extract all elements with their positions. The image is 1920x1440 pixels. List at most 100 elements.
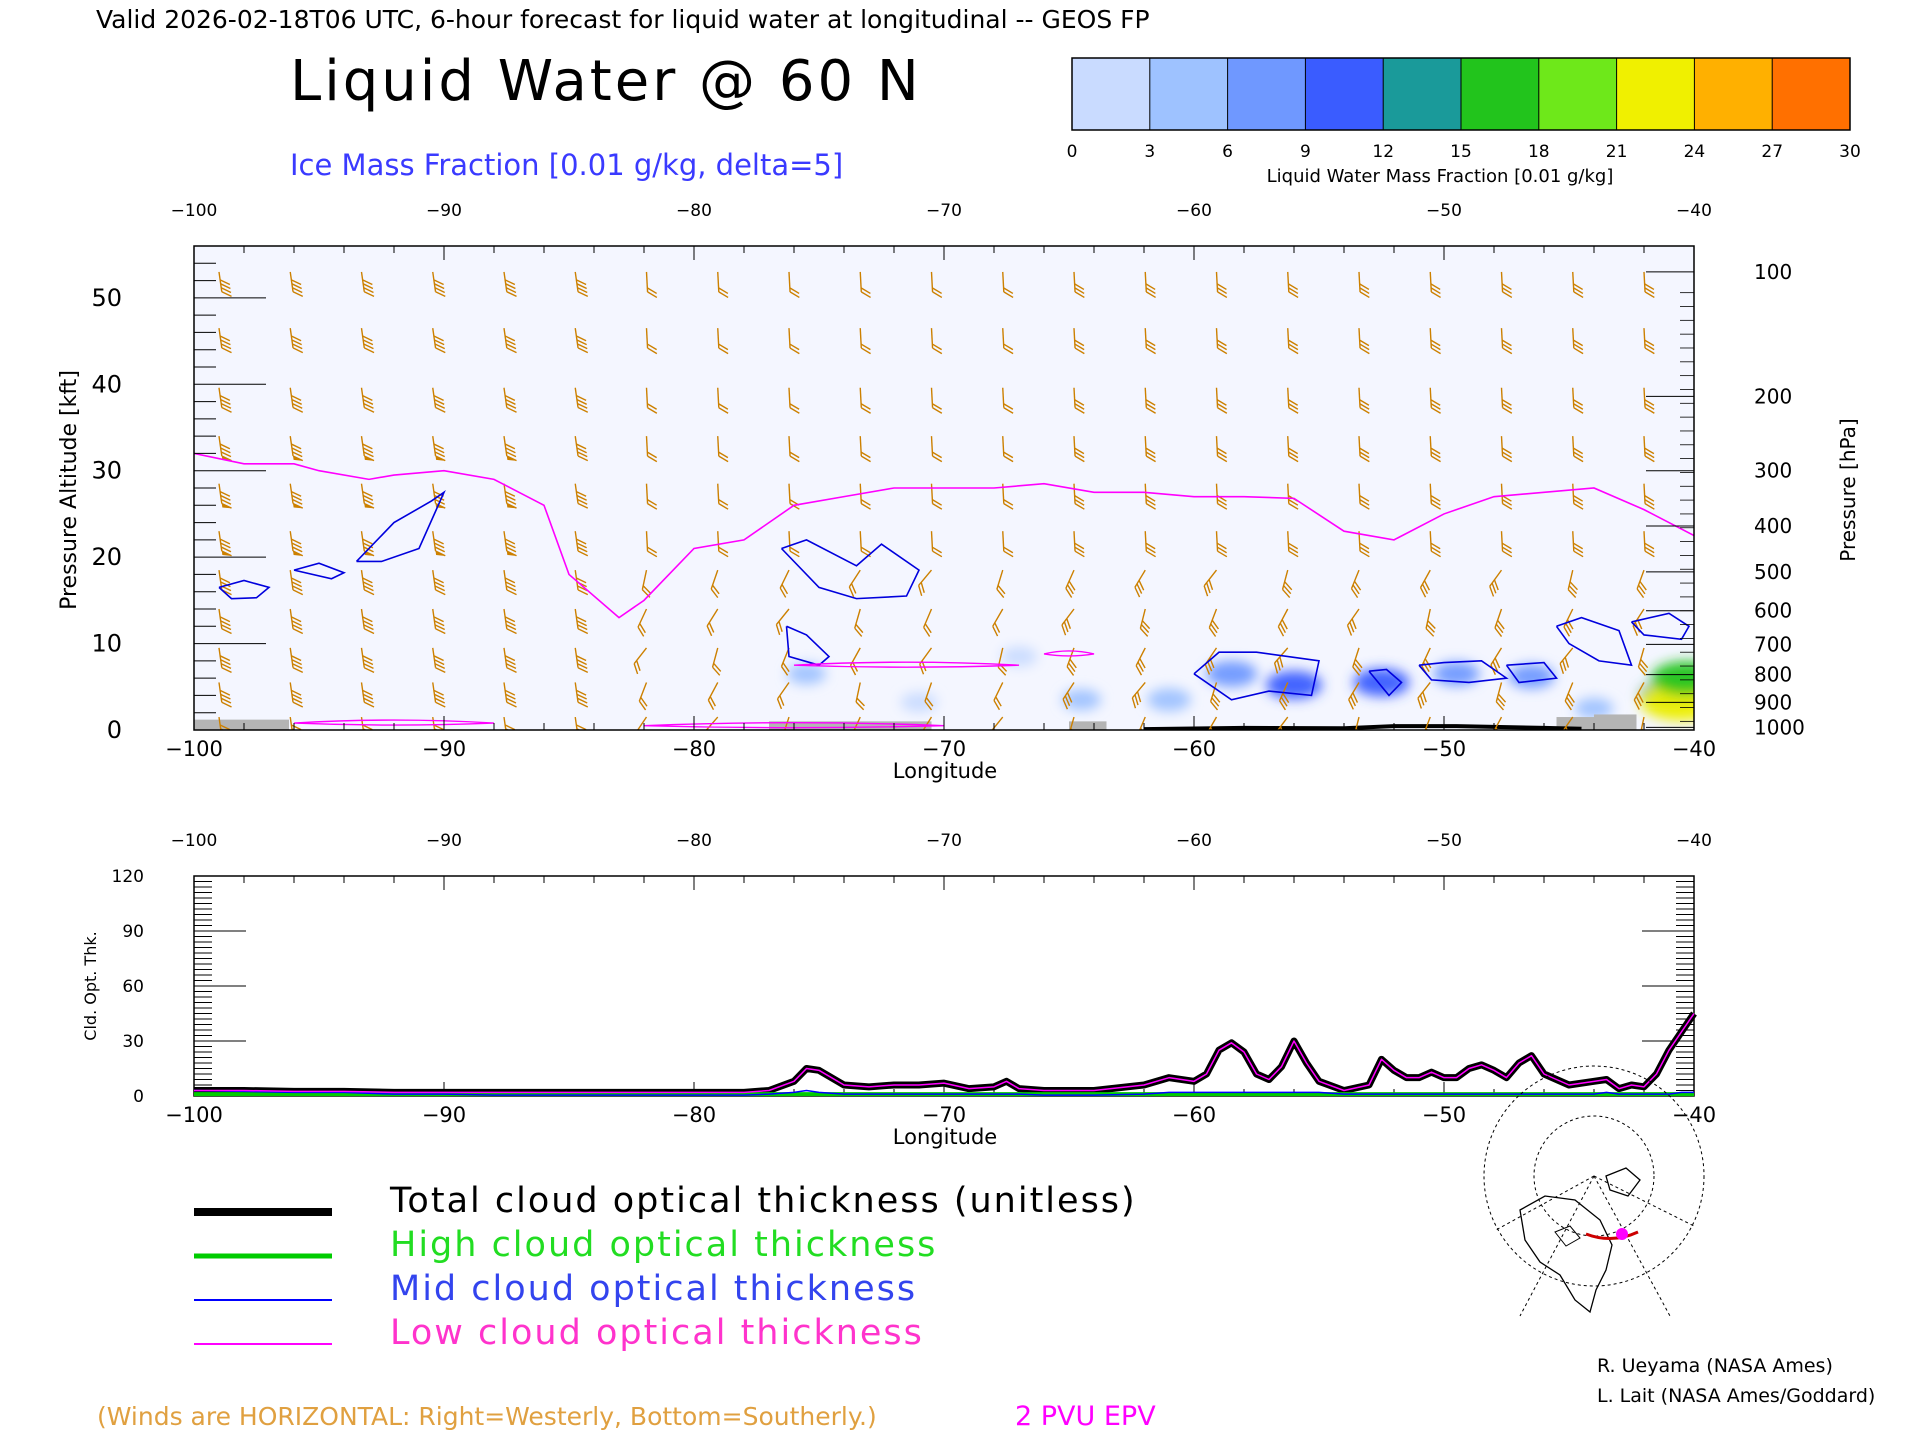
wind-barb-flag <box>435 701 446 708</box>
wind-barb <box>1358 387 1370 414</box>
wind-barb-flag <box>506 502 517 509</box>
wind-barb <box>1429 436 1441 463</box>
wind-barb-flag <box>292 406 304 413</box>
wind-barb-flag <box>1066 618 1072 630</box>
wind-barb-pennant <box>435 455 445 461</box>
wind-barb-flag <box>1353 736 1363 744</box>
wind-barb <box>360 436 375 462</box>
wind-barb <box>645 531 658 558</box>
wind-barb-flag <box>782 662 790 673</box>
liquid-water-patch <box>1147 688 1191 712</box>
x-tick-label-top: −50 <box>1426 831 1462 851</box>
wind-barb-flag <box>221 406 232 413</box>
x-tick-label-top: −70 <box>926 201 962 221</box>
wind-barb-flag <box>1352 666 1361 676</box>
wind-barb-flag <box>433 724 444 730</box>
wind-barb-flag <box>632 734 643 744</box>
pressure-tick-label: 200 <box>1754 384 1792 408</box>
wind-barb <box>930 328 943 355</box>
wind-barb-flag <box>292 701 304 708</box>
wind-barb-flag <box>1423 580 1431 591</box>
wind-barb-flag <box>1426 624 1435 633</box>
wind-barb <box>574 387 589 413</box>
wind-barb-flag <box>1573 291 1584 299</box>
wind-barb-flag <box>434 287 446 294</box>
wind-barb-flag <box>718 403 729 410</box>
wind-barb-flag <box>1573 455 1584 463</box>
wind-barb-flag <box>577 347 589 354</box>
wind-barb-flag <box>713 662 722 672</box>
wind-barb-flag <box>577 701 589 708</box>
wind-barb-flag <box>1430 550 1441 558</box>
wind-barb <box>360 483 375 509</box>
wind-barb-flag <box>506 347 517 354</box>
wind-barb-flag <box>292 343 303 350</box>
wind-barb-flag <box>789 407 800 414</box>
wind-barb-flag <box>219 655 231 662</box>
ice-contour <box>355 490 446 563</box>
wind-barb-flag <box>1139 627 1149 637</box>
wind-barb <box>855 682 865 711</box>
wind-barb-flag <box>576 620 587 627</box>
wind-barb-flag <box>221 701 232 708</box>
wind-barb <box>289 647 304 674</box>
wind-barb <box>360 608 375 635</box>
wind-barb <box>289 608 304 635</box>
wind-barb-flag <box>362 655 373 662</box>
wind-barb-flag <box>1430 403 1441 410</box>
wind-barb-flag <box>1211 697 1220 707</box>
ice-contour <box>1418 660 1509 684</box>
wind-barb-flag <box>506 291 517 298</box>
wind-barb-flag <box>1419 587 1427 598</box>
wind-barb-flag <box>1074 550 1085 558</box>
wind-barb <box>1352 647 1363 676</box>
legend-high-label: High cloud optical thickness <box>390 1225 937 1265</box>
wind-barb-flag <box>577 291 589 298</box>
wind-barb <box>1215 271 1228 299</box>
wind-barb-flag <box>1644 399 1655 406</box>
wind-barb-flag <box>642 585 652 594</box>
wind-barb-flag <box>506 589 517 596</box>
liquid-water-patch <box>1061 689 1102 711</box>
wind-barb-flag <box>504 616 516 623</box>
colorbar-tick-label: 9 <box>1300 142 1311 162</box>
wind-barb-flag <box>219 577 231 584</box>
wind-barb-flag <box>505 494 516 501</box>
wind-barb-flag <box>1216 403 1227 410</box>
wind-barb-flag <box>646 287 657 295</box>
wind-barb-flag <box>1565 726 1571 730</box>
wind-barb-flag <box>434 494 445 501</box>
wind-barb <box>1073 483 1085 510</box>
wind-barb <box>859 436 871 463</box>
wind-barb-flag <box>291 283 302 290</box>
wind-barb-flag <box>1352 584 1360 595</box>
wind-barb-flag <box>292 663 303 670</box>
wind-barb-flag <box>1205 582 1211 594</box>
wind-barb-flag <box>220 620 231 627</box>
wind-barb-flag <box>781 584 789 595</box>
opt-ylabel: Cld. Opt. Thk. <box>81 931 100 1040</box>
wind-barb-flag <box>931 546 942 554</box>
wind-barb-flag <box>1353 662 1362 673</box>
wind-barb-flag <box>1501 451 1512 459</box>
wind-barb-flag <box>435 502 446 509</box>
wind-barb-flag <box>435 455 446 462</box>
wind-barb-flag <box>1137 732 1148 741</box>
wind-barb-flag <box>1494 627 1503 637</box>
wind-barb-flag <box>1501 403 1512 410</box>
x-tick-label-top: −100 <box>171 201 218 221</box>
wind-barb <box>432 328 446 354</box>
epv-legend-label: 2 PVU EPV <box>1015 1401 1156 1432</box>
wind-barb-flag <box>1216 499 1227 506</box>
liquid-water-patch <box>1651 661 1694 696</box>
wind-barb-flag <box>1067 662 1076 673</box>
wind-barb-flag <box>577 406 589 413</box>
wind-barb-flag <box>1288 283 1299 291</box>
wind-barb-flag <box>292 291 304 298</box>
wind-barb-flag <box>1417 698 1422 709</box>
wind-barb <box>717 271 729 299</box>
wind-barb-flag <box>577 697 588 704</box>
wind-barb-flag <box>505 659 516 666</box>
wind-barb-flag <box>505 451 517 458</box>
